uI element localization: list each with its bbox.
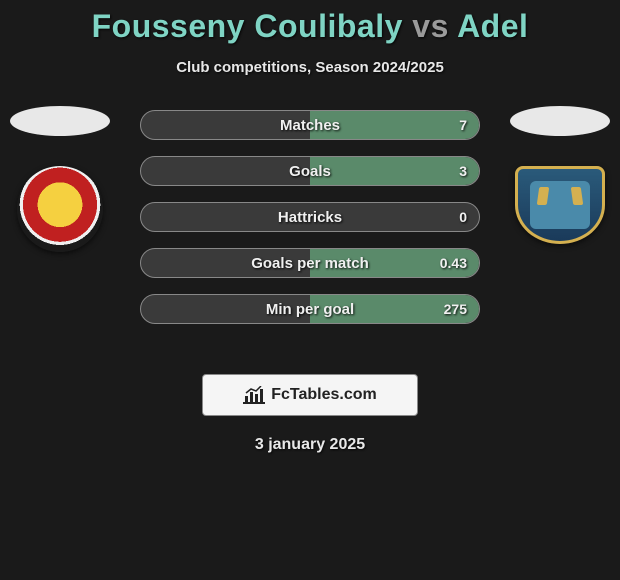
main-panel: Matches 7 Goals 3 Hattricks 0 Goals per match 0… <box>0 106 620 366</box>
page-title: Fousseny Coulibaly vs Adel <box>0 0 620 45</box>
player2-name: Adel <box>457 8 528 44</box>
vs-text: vs <box>412 8 449 44</box>
stat-bars: Matches 7 Goals 3 Hattricks 0 Goals per match 0… <box>140 110 480 340</box>
branding-box[interactable]: FcTables.com <box>202 374 418 416</box>
stat-value-right: 7 <box>459 117 467 133</box>
stat-label: Goals <box>289 163 331 180</box>
player2-marker <box>510 106 610 136</box>
stat-value-right: 0.43 <box>440 255 467 271</box>
player1-marker <box>10 106 110 136</box>
stat-label: Matches <box>280 117 340 134</box>
stat-label: Min per goal <box>266 301 354 318</box>
stat-value-right: 0 <box>459 209 467 225</box>
comparison-card: Fousseny Coulibaly vs Adel Club competit… <box>0 0 620 454</box>
stat-value-right: 275 <box>444 301 467 317</box>
stat-fill-right <box>310 157 479 185</box>
date-text: 3 january 2025 <box>0 436 620 454</box>
stat-row: Min per goal 275 <box>140 294 480 324</box>
left-player-column <box>10 106 110 252</box>
subtitle: Club competitions, Season 2024/2025 <box>0 59 620 76</box>
right-player-column <box>510 106 610 244</box>
stat-row: Hattricks 0 <box>140 202 480 232</box>
stat-row: Matches 7 <box>140 110 480 140</box>
stat-value-right: 3 <box>459 163 467 179</box>
branding-text: FcTables.com <box>271 386 377 404</box>
stat-row: Goals per match 0.43 <box>140 248 480 278</box>
stat-label: Goals per match <box>251 255 369 272</box>
chart-icon <box>243 386 265 404</box>
player1-name: Fousseny Coulibaly <box>92 8 403 44</box>
stat-label: Hattricks <box>278 209 342 226</box>
player1-club-badge <box>17 166 103 252</box>
stat-row: Goals 3 <box>140 156 480 186</box>
player2-club-badge <box>515 166 605 244</box>
